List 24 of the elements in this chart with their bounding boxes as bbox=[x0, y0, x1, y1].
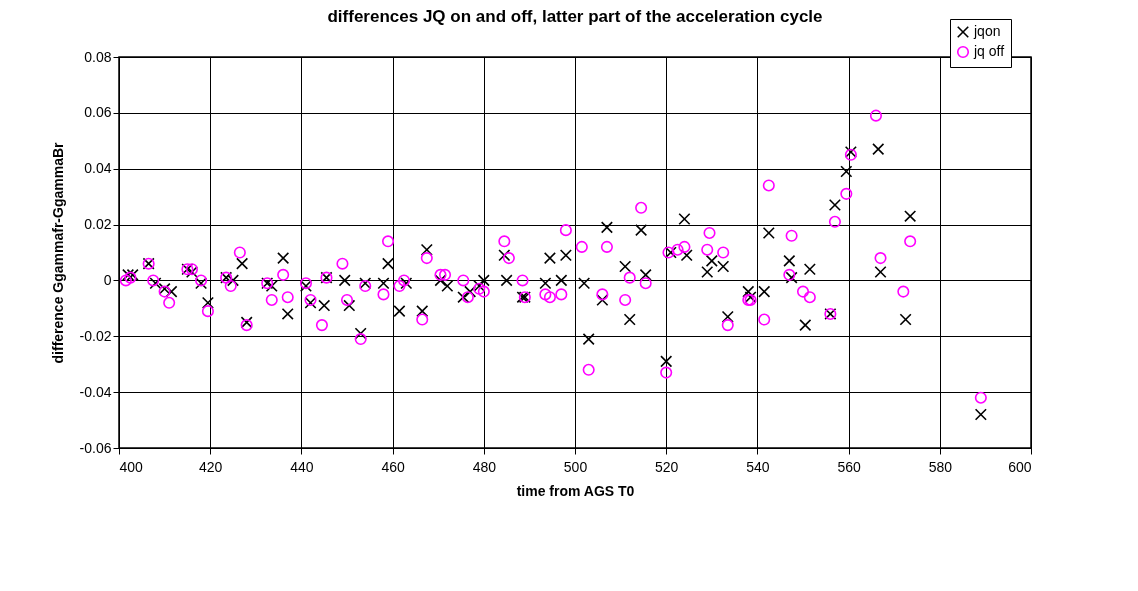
y-tick-label: -0.02 bbox=[79, 327, 112, 344]
y-tick-label: 0.04 bbox=[84, 160, 112, 177]
y-tick-label: 0.02 bbox=[84, 216, 112, 233]
x-tick-label: 440 bbox=[290, 458, 314, 475]
x-tick-label: 600 bbox=[1008, 458, 1032, 475]
x-tick-label: 420 bbox=[199, 458, 223, 475]
y-axis-title: difference Ggammafr-GgammaBr bbox=[49, 141, 66, 364]
y-tick-label: 0 bbox=[103, 271, 112, 288]
x-tick-label: 540 bbox=[746, 458, 770, 475]
legend-label: jq off bbox=[973, 43, 1005, 59]
y-tick-label: -0.04 bbox=[79, 383, 112, 400]
x-tick-label: 520 bbox=[655, 458, 679, 475]
x-tick-label: 480 bbox=[472, 458, 497, 475]
y-tick-label: -0.06 bbox=[79, 439, 112, 456]
y-tick-label: 0.06 bbox=[84, 104, 112, 121]
chart-title: differences JQ on and off, latter part of the acceleration cycle bbox=[327, 7, 823, 26]
x-tick-label: 560 bbox=[837, 458, 861, 475]
legend-label: jqon bbox=[973, 23, 1001, 39]
x-tick-label: 500 bbox=[563, 458, 588, 475]
x-axis-title: time from AGS T0 bbox=[516, 482, 635, 499]
y-tick-label: 0.08 bbox=[84, 48, 112, 65]
x-tick-label: 400 bbox=[119, 458, 144, 475]
x-tick-label: 460 bbox=[381, 458, 405, 475]
x-tick-label: 580 bbox=[928, 458, 953, 475]
